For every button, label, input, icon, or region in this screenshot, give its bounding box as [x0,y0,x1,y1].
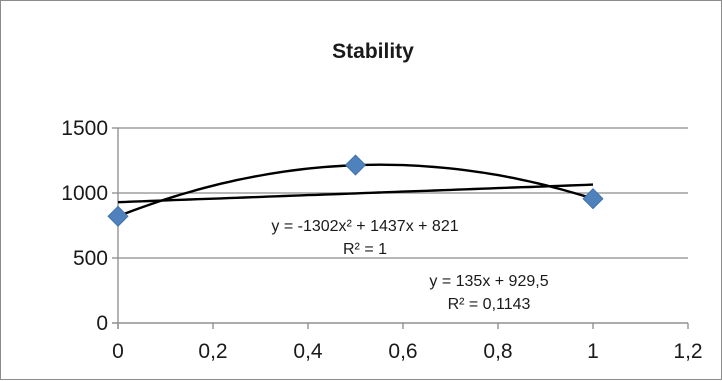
x-tick-label: 0,8 [483,340,512,363]
y-tick-label: 500 [73,247,108,270]
chart-title: Stability [332,40,414,63]
x-tick-label: 1 [587,340,599,363]
data-point-diamond [107,205,129,227]
x-tick-labels: 0 0,2 0,4 0,6 0,8 1 1,2 [112,340,702,363]
y-tick-label: 1000 [61,182,108,205]
linear-equation-label: y = 135x + 929,5 [429,273,548,290]
poly-r-squared-label: R² = 1 [343,241,387,258]
x-tick-label: 0 [112,340,124,363]
x-tick-label: 0,4 [293,340,323,363]
x-tick-label: 0,2 [198,340,227,363]
axes [112,127,689,329]
data-points [107,154,604,227]
linear-r-squared-label: R² = 0,1143 [448,296,531,313]
y-tick-label: 1500 [61,117,108,140]
y-tick-labels: 0 500 1000 1500 [61,117,108,335]
data-point-diamond [344,154,367,176]
x-tick-label: 0,6 [388,340,417,363]
linear-trendline [117,183,594,204]
data-point-diamond [582,188,604,210]
poly-equation-label: y = -1302x² + 1437x + 821 [271,218,458,235]
x-tick-label: 1,2 [673,340,702,363]
y-tick-label: 0 [96,312,108,335]
